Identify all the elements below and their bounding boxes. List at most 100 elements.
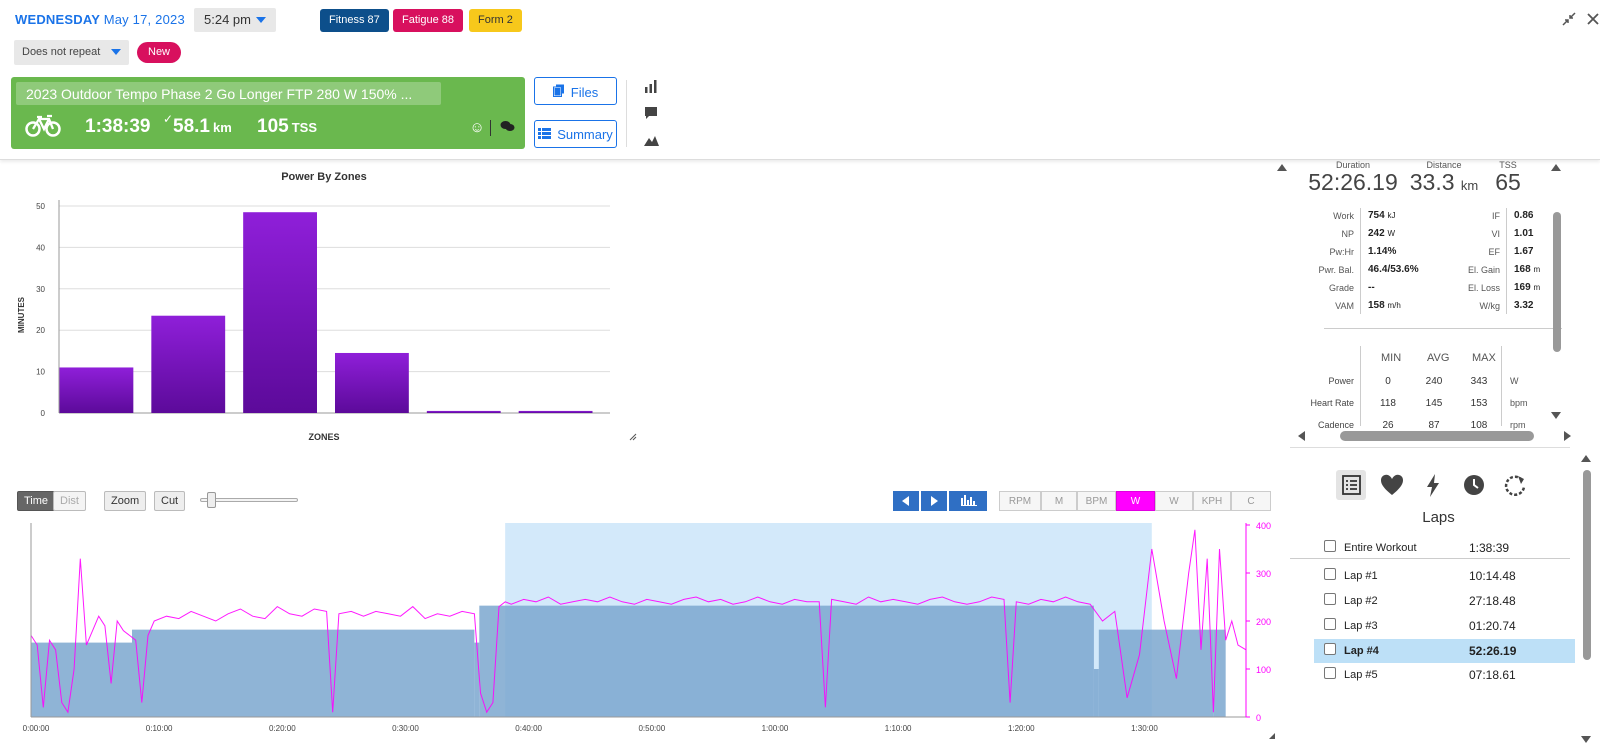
bar-chart-icon[interactable] — [644, 80, 658, 96]
scroll-up-icon[interactable] — [1581, 455, 1591, 462]
clock-icon[interactable] — [1459, 470, 1489, 500]
unit-button-c[interactable]: C — [1231, 491, 1271, 511]
workout-card: 2023 Outdoor Tempo Phase 2 Go Longer FTP… — [11, 77, 525, 149]
unit-button-w[interactable]: W — [1116, 491, 1155, 511]
distance-unit: km — [1460, 178, 1479, 193]
target-block — [131, 629, 475, 717]
lap-checkbox[interactable] — [1324, 568, 1336, 580]
stat-value: 46.4/53.6% — [1368, 264, 1419, 275]
row-label: Power — [1328, 376, 1354, 386]
close-icon[interactable] — [1586, 13, 1600, 30]
scroll-down-icon[interactable] — [1551, 412, 1561, 419]
stat-label: EF — [1488, 247, 1500, 257]
repeat-select[interactable]: Does not repeat — [14, 40, 129, 65]
lap-duration: 27:18.48 — [1469, 594, 1516, 608]
resize-icon — [1269, 733, 1275, 739]
y-tick-label: 400 — [1256, 521, 1271, 531]
lap-checkbox[interactable] — [1324, 540, 1336, 552]
scroll-up-icon[interactable] — [1277, 164, 1287, 171]
stat-label: Pw:Hr — [1329, 247, 1355, 257]
lap-checkbox[interactable] — [1324, 593, 1336, 605]
divider — [1360, 346, 1361, 426]
stat-label: El. Loss — [1467, 283, 1500, 293]
stat-value: 1.01 — [1514, 228, 1533, 239]
x-tick-label: 0:30:00 — [392, 724, 419, 733]
y-tick-label: 10 — [36, 368, 45, 377]
lightning-icon[interactable] — [1418, 470, 1448, 500]
vertical-scrollbar[interactable] — [1583, 470, 1591, 660]
divider — [1501, 346, 1502, 426]
files-button[interactable]: Files — [534, 77, 617, 105]
unit-button-w[interactable]: W — [1155, 491, 1193, 511]
refresh-icon[interactable] — [1500, 470, 1530, 500]
target-block — [1098, 629, 1214, 717]
lap-name: Lap #5 — [1344, 669, 1378, 681]
lap-duration: 10:14.48 — [1469, 569, 1516, 583]
smoothing-slider-track[interactable] — [200, 498, 298, 502]
divider — [626, 80, 627, 147]
lap-row-entire-workout[interactable]: Entire Workout 1:38:39 — [1314, 536, 1575, 560]
unit-button-m[interactable]: M — [1041, 491, 1077, 511]
summary-button[interactable]: Summary — [534, 120, 617, 148]
target-block — [1213, 629, 1226, 717]
lap-row[interactable]: Lap #4 52:26.19 — [1314, 639, 1575, 663]
scroll-down-icon[interactable] — [1581, 736, 1591, 743]
stat-number: 46.4/53.6% — [1368, 264, 1419, 275]
time-value: 5:24 pm — [204, 12, 251, 27]
heart-icon[interactable] — [1377, 470, 1407, 500]
elevation-icon[interactable] — [644, 133, 659, 149]
workout-title-input[interactable]: 2023 Outdoor Tempo Phase 2 Go Longer FTP… — [16, 82, 441, 105]
window-controls — [1556, 12, 1600, 31]
unit-button-kph[interactable]: KPH — [1193, 491, 1231, 511]
y-tick-label: 300 — [1256, 569, 1271, 579]
stat-number: 1.01 — [1514, 228, 1534, 239]
distance-axis-button[interactable]: Dist — [53, 491, 86, 511]
lap-row[interactable]: Lap #3 01:20.74 — [1314, 614, 1575, 638]
tss-label: TSS — [1499, 160, 1517, 170]
bars-icon — [961, 495, 977, 506]
scroll-up-icon[interactable] — [1551, 164, 1561, 171]
laps-title: Laps — [1422, 509, 1455, 526]
next-lap-button[interactable] — [921, 491, 948, 511]
time-axis-button[interactable]: Time — [17, 491, 56, 511]
smiley-icon[interactable]: ☺ — [469, 119, 485, 136]
row-avg: 87 — [1428, 420, 1440, 431]
lap-checkbox[interactable] — [1324, 643, 1336, 655]
scroll-left-icon[interactable] — [1298, 431, 1305, 441]
comment-icon[interactable] — [644, 106, 658, 123]
lap-row[interactable]: Lap #5 07:18.61 — [1314, 663, 1575, 687]
lap-checkbox[interactable] — [1324, 618, 1336, 630]
previous-lap-button[interactable] — [893, 491, 920, 511]
scroll-right-icon[interactable] — [1564, 431, 1571, 441]
comments-icon[interactable] — [496, 119, 515, 136]
y-axis-label: MINUTES — [17, 296, 26, 333]
x-tick-label: 1:20:00 — [1008, 724, 1035, 733]
new-button[interactable]: New — [137, 42, 182, 63]
lap-bars-button[interactable] — [949, 491, 988, 511]
tss-value: 65 — [1495, 169, 1521, 195]
vertical-scrollbar[interactable] — [1553, 212, 1561, 352]
stat-unit: m — [1533, 265, 1541, 274]
unit-button-rpm[interactable]: RPM — [999, 491, 1041, 511]
horizontal-scrollbar[interactable] — [1340, 431, 1534, 441]
collapse-icon[interactable] — [1562, 12, 1580, 30]
zone-bar — [243, 212, 317, 413]
time-select[interactable]: 5:24 pm — [194, 8, 276, 32]
workout-date: WEDNESDAY May 17, 2023 — [15, 12, 185, 27]
lap-row[interactable]: Lap #2 27:18.48 — [1314, 589, 1575, 613]
lap-row[interactable]: Lap #1 10:14.48 — [1314, 564, 1575, 588]
stat-value: 169 m — [1514, 282, 1540, 293]
duration-value: 52:26.19 — [1308, 169, 1398, 195]
distance-value: 33.3 km — [1408, 170, 1480, 198]
x-tick-label: 1:30:00 — [1131, 724, 1158, 733]
lap-checkbox[interactable] — [1324, 667, 1336, 679]
divider — [1506, 208, 1507, 314]
summary-duration: Duration 52:26.19 — [1308, 160, 1398, 194]
laps-list-icon[interactable] — [1336, 470, 1366, 500]
unit-button-bpm[interactable]: BPM — [1077, 491, 1116, 511]
cut-button[interactable]: Cut — [154, 491, 186, 511]
y-tick-label: 0 — [1256, 713, 1261, 723]
smoothing-slider-handle[interactable] — [207, 492, 216, 508]
zoom-button[interactable]: Zoom — [104, 491, 147, 511]
stat-number: 3.32 — [1514, 300, 1534, 311]
